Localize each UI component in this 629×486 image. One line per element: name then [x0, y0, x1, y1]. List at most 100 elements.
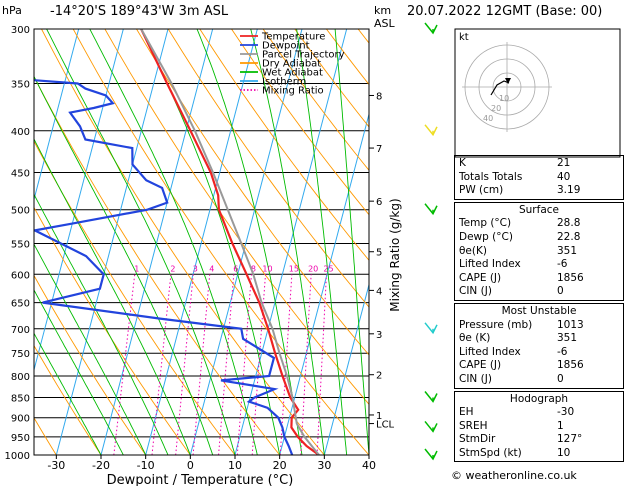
dry-adiabat-line: [199, 29, 369, 262]
km-tick-label: 7: [376, 144, 382, 155]
height-unit-label-asl: ASL: [374, 17, 396, 30]
index-label: SREH: [459, 419, 488, 432]
index-label: CIN (J): [459, 372, 492, 385]
index-label: θe(K): [459, 244, 487, 257]
index-label: θe (K): [459, 332, 491, 345]
index-label: K: [459, 157, 466, 169]
index-row: Totals Totals 40: [455, 171, 623, 185]
km-tick-label: 8: [376, 91, 382, 102]
location-title: -14°20'S 189°43'W 3m ASL: [50, 4, 229, 19]
hodograph-ring-label: 40: [483, 114, 493, 123]
pressure-tick-label: 400: [11, 127, 30, 138]
pressure-tick-label: 700: [11, 325, 30, 336]
index-row: K 21: [455, 157, 623, 171]
index-label: CIN (J): [459, 285, 492, 298]
wet-adiabat-line: [34, 289, 124, 455]
mixing-ratio-label: 6: [233, 264, 238, 273]
box-title: Most Unstable: [501, 304, 577, 317]
wind-barb: [424, 448, 438, 461]
index-label: CAPE (J): [459, 359, 502, 372]
isotherm-line: [100, 29, 214, 455]
pressure-tick-label: 450: [11, 168, 30, 179]
index-label: StmDir: [459, 433, 496, 446]
index-row: StmDir 127°: [455, 433, 623, 447]
mixing-ratio-line: [236, 274, 252, 455]
index-label: Pressure (mb): [459, 318, 533, 331]
parcel-trajectory-line: [140, 29, 320, 455]
index-row: Pressure (mb) 1013: [455, 319, 623, 333]
isotherm-line: [55, 29, 169, 455]
index-label: Lifted Index: [459, 258, 521, 271]
index-value: 351: [557, 244, 578, 257]
wet-adiabat-line: [34, 193, 169, 455]
index-row: CIN (J) 0: [455, 285, 623, 299]
isotherm-line: [145, 29, 258, 455]
wet-adiabat-line: [250, 29, 325, 455]
index-label: Temp (°C): [459, 217, 512, 230]
datetime-title: 20.07.2022 12GMT (Base: 00): [407, 4, 603, 19]
index-value: 351: [557, 332, 578, 345]
legend-item: Dewpoint: [262, 41, 310, 52]
pressure-tick-label: 1000: [5, 451, 30, 462]
legend-item: Isotherm: [262, 77, 306, 88]
isotherm-line: [323, 282, 369, 455]
surface-box: Surface Temp (°C) 28.8 Dewp (°C) 22.8 θe(K) 35…: [454, 201, 624, 301]
km-tick-label: 4: [376, 286, 382, 297]
pressure-tick-label: 800: [11, 372, 30, 383]
isotherm-line: [34, 29, 124, 372]
dry-adiabat-line: [34, 344, 102, 455]
index-value: 21: [557, 157, 571, 169]
dry-adiabat-line: [34, 75, 281, 455]
wet-adiabat-line: [89, 29, 258, 455]
indices-top-box: K 21 Totals Totals 40 PW (cm) 3.19: [454, 155, 624, 200]
wind-barb: [424, 391, 438, 403]
index-label: Totals Totals: [459, 170, 523, 183]
wind-barb: [424, 124, 438, 137]
pressure-tick-label: 900: [11, 414, 30, 425]
plot-frame: [33, 28, 370, 456]
index-row: CAPE (J) 1856: [455, 359, 623, 373]
index-value: 10: [557, 446, 571, 459]
index-value: 0: [557, 285, 564, 298]
mixing-ratio-label: 1: [134, 264, 139, 273]
dry-adiabat-line: [34, 206, 191, 455]
index-row: Lifted Index -6: [455, 258, 623, 272]
index-label: PW (cm): [459, 184, 504, 197]
mixing-ratio-label: 15: [289, 264, 299, 273]
index-row: CAPE (J) 1856: [455, 272, 623, 286]
km-tick-label: 1: [376, 411, 382, 422]
most-unstable-box: Most Unstable Pressure (mb) 1013 θe (K) 351 L…: [454, 302, 624, 389]
x-tick-label: -10: [137, 459, 155, 472]
index-value: 40: [557, 170, 571, 183]
pressure-tick-label: 850: [11, 393, 30, 404]
index-row: PW (cm) 3.19: [455, 184, 623, 198]
x-tick-label: 0: [187, 459, 194, 472]
height-unit-label: km: [374, 4, 391, 17]
temperature-line: [140, 29, 320, 455]
mixing-ratio-line: [192, 274, 211, 455]
mixing-ratio-line: [151, 274, 172, 455]
mixing-ratio-axis-title: Mixing Ratio (g/kg): [388, 198, 402, 311]
storm-motion-marker: [505, 78, 511, 84]
wet-adiabat-line: [46, 29, 236, 455]
dry-adiabat-line: [72, 29, 369, 455]
isotherm-line: [279, 112, 369, 455]
index-label: Lifted Index: [459, 345, 521, 358]
km-tick-label: 5: [376, 248, 382, 259]
pressure-tick-label: 550: [11, 239, 30, 250]
hodograph-ring-label: 20: [491, 104, 501, 113]
index-value: 0: [557, 372, 564, 385]
wind-barb: [424, 203, 438, 216]
dry-adiabat-line: [231, 29, 369, 216]
index-label: EH: [459, 406, 474, 419]
mixing-ratio-line: [218, 274, 235, 455]
legend-item: Temperature: [261, 32, 325, 43]
index-value: 1: [557, 419, 564, 432]
mixing-ratio-label: 10: [262, 264, 272, 273]
index-value: 1856: [557, 271, 584, 284]
index-row: Temp (°C) 28.8: [455, 217, 623, 231]
pressure-tick-label: 350: [11, 80, 30, 91]
index-label: Dewp (°C): [459, 230, 513, 243]
